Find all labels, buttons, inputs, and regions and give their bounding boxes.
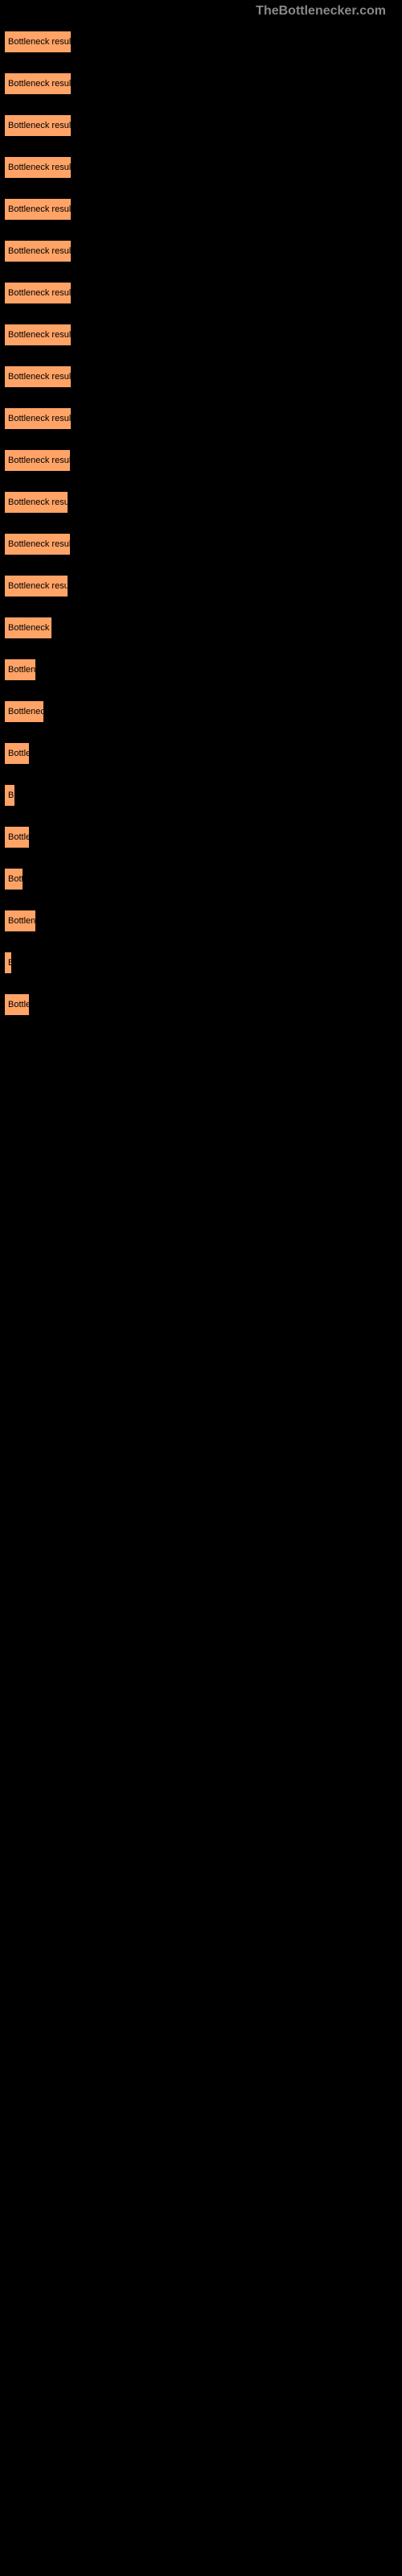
site-header: TheBottlenecker.com — [0, 0, 402, 23]
bar: Bottleneck — [4, 700, 44, 723]
bar-row: Bottleneck result — [4, 407, 398, 430]
bar-row: Bottleneck result — [4, 282, 398, 304]
bar: Bottlene — [4, 658, 36, 681]
bar-row: Bottleneck result — [4, 240, 398, 262]
bar: Bottleneck result — [4, 72, 72, 95]
bar-row: Bottleneck — [4, 700, 398, 723]
bar: Bottleneck result — [4, 198, 72, 221]
bar-row: Bottleneck result — [4, 72, 398, 95]
bar-row: Bottlene — [4, 658, 398, 681]
bar-row: Bottle — [4, 826, 398, 848]
bar-row: Bottle — [4, 742, 398, 765]
bar-row: B — [4, 952, 398, 974]
bar-row: Bottle — [4, 993, 398, 1016]
bar-row: Bottleneck result — [4, 31, 398, 53]
bar-row: Bottleneck result — [4, 156, 398, 179]
bar: Bo — [4, 784, 15, 807]
bar-row: Bottleneck result — [4, 324, 398, 346]
bar: Bottleneck r — [4, 617, 52, 639]
bar-row: Bo — [4, 784, 398, 807]
bar-row: Bott — [4, 868, 398, 890]
bar: Bottleneck result — [4, 324, 72, 346]
bar-row: Bottlene — [4, 910, 398, 932]
bar-row: Bottleneck resul — [4, 491, 398, 514]
bar-row: Bottleneck resul — [4, 575, 398, 597]
bar: Bottleneck result — [4, 407, 72, 430]
site-name: TheBottlenecker.com — [256, 4, 386, 18]
bar-row: Bottleneck result — [4, 114, 398, 137]
bar: Bottleneck result — [4, 156, 72, 179]
bar: Bottleneck result — [4, 240, 72, 262]
bar-row: Bottleneck result — [4, 533, 398, 555]
bar: Bottleneck result — [4, 31, 72, 53]
bar-row: Bottleneck result — [4, 365, 398, 388]
bar: Bott — [4, 868, 23, 890]
bar: Bottleneck result — [4, 365, 72, 388]
bar-row: Bottleneck result — [4, 198, 398, 221]
bar: Bottleneck result — [4, 114, 72, 137]
bar: Bottle — [4, 993, 30, 1016]
bar: Bottle — [4, 826, 30, 848]
bar-row: Bottleneck result — [4, 449, 398, 472]
bar: B — [4, 952, 12, 974]
bar: Bottlene — [4, 910, 36, 932]
bar: Bottle — [4, 742, 30, 765]
bar: Bottleneck result — [4, 533, 71, 555]
bar-row: Bottleneck r — [4, 617, 398, 639]
bar: Bottleneck result — [4, 449, 71, 472]
bar: Bottleneck resul — [4, 575, 68, 597]
bar: Bottleneck result — [4, 282, 72, 304]
chart-container: Bottleneck result Bottleneck result Bottle… — [0, 23, 402, 1043]
bar: Bottleneck resul — [4, 491, 68, 514]
